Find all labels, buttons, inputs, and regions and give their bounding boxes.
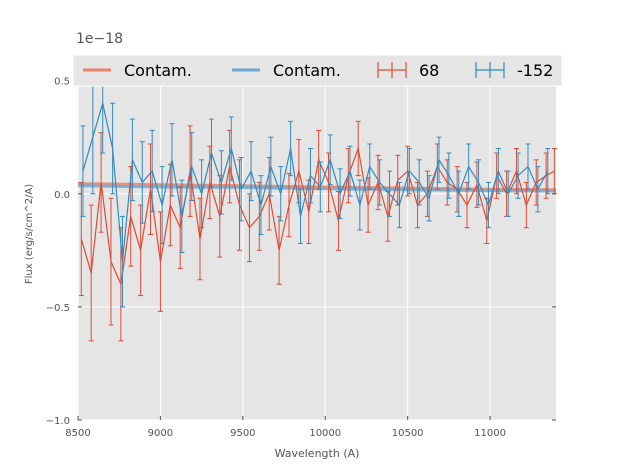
plot-background [78, 58, 556, 420]
series-line--152 [82, 103, 549, 262]
y-tick-label: 0.0 [54, 190, 70, 201]
y-offset-label: 1e−18 [76, 31, 123, 47]
contamination-lines [77, 182, 557, 193]
x-tick-label: 9500 [230, 428, 255, 439]
legend-label: Contam. [124, 61, 192, 80]
x-tick-label: 11000 [474, 428, 506, 439]
spectra-series [78, 57, 557, 342]
series-line-68 [80, 146, 555, 287]
legend-label: -152 [517, 61, 553, 80]
y-axis-label: Flux (erg/s/cm^2/A) [24, 184, 35, 284]
legend-label: Contam. [273, 61, 341, 80]
legend: Contam. Contam. 68 -152 [72, 54, 563, 87]
x-tick-label: 10500 [392, 428, 424, 439]
y-tick-label: −1.0 [46, 416, 70, 427]
x-tick-label: 9000 [148, 428, 173, 439]
y-tick-label: −0.5 [46, 303, 70, 314]
contam-line-1 [77, 184, 557, 193]
errorbar-series--152 [80, 57, 551, 308]
legend-label: 68 [419, 61, 439, 80]
x-axis-label: Wavelength (A) [275, 447, 360, 460]
axis-ticks: 8500 9000 9500 10000 10500 11000 −1.0 −0.5 0.0 0.… [46, 77, 556, 439]
y-tick-label: 0.5 [54, 77, 70, 88]
x-tick-label: 8500 [65, 428, 90, 439]
x-tick-label: 10000 [309, 428, 341, 439]
